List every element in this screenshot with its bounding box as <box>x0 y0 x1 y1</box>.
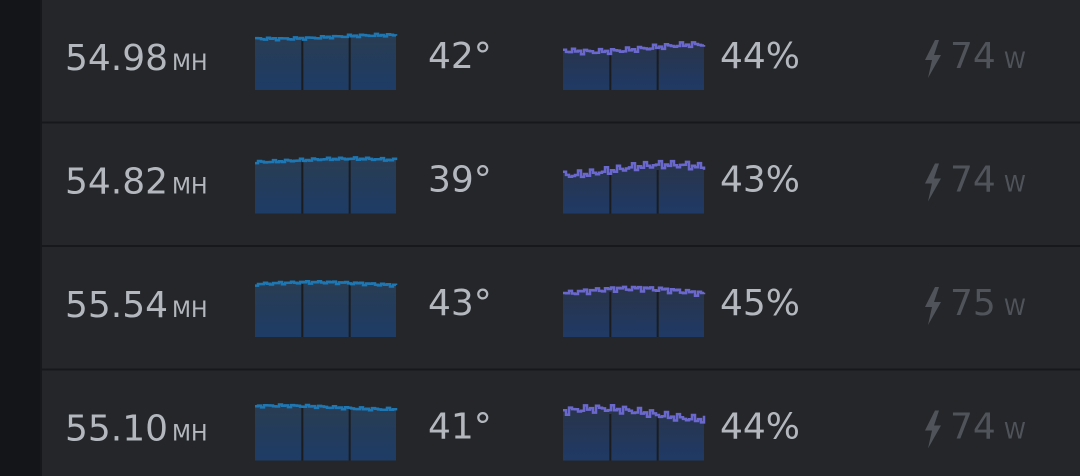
hashrate-unit: MH <box>172 51 208 76</box>
hashrate: 54.82 <box>65 162 168 203</box>
miner-row: 54.82 MH 39° 43% 74 W <box>42 123 1080 245</box>
power: 75 <box>950 283 996 324</box>
sparkline-line <box>563 159 706 179</box>
power-unit: W <box>1004 173 1026 198</box>
temperature: 43° <box>428 283 492 324</box>
power: 74 <box>950 160 996 201</box>
row-background <box>42 247 1080 369</box>
sparkline-area <box>255 157 396 214</box>
hashrate: 55.54 <box>65 285 168 326</box>
sparkline-line <box>563 41 706 56</box>
sparkline-area <box>255 281 396 337</box>
power: 74 <box>950 407 996 448</box>
fan-speed: 43% <box>720 160 800 201</box>
sparkline-line <box>255 32 398 42</box>
miner-row: 54.98 MH 42° 44% 74 W <box>42 0 1080 122</box>
power-unit: W <box>1004 296 1026 321</box>
power-icon <box>925 410 941 449</box>
sparkline-line <box>255 403 398 412</box>
row-background <box>42 0 1080 122</box>
power-icon <box>925 40 941 78</box>
temperature: 42° <box>428 36 492 77</box>
hashrate-unit: MH <box>172 422 208 447</box>
fan-speed: 44% <box>720 36 800 77</box>
row-background <box>42 370 1080 476</box>
sparkline-line <box>563 404 706 424</box>
sparkline-area <box>255 33 396 90</box>
sparkline-line <box>563 285 706 298</box>
hashrate: 55.10 <box>65 409 168 450</box>
power-unit: W <box>1004 420 1026 445</box>
sparkline-area <box>563 161 704 214</box>
hashrate-unit: MH <box>172 175 208 200</box>
sparkline-area <box>563 42 704 90</box>
fan-speed: 45% <box>720 283 800 324</box>
sparkline-area <box>563 286 704 337</box>
sidebar <box>0 0 40 476</box>
sparkline-line <box>255 156 398 165</box>
power-unit: W <box>1004 49 1026 74</box>
power: 74 <box>950 36 996 77</box>
fan-speed: 44% <box>720 407 800 448</box>
power-icon <box>925 163 941 202</box>
miner-row: 55.54 MH 43° 45% 75 W <box>42 247 1080 369</box>
sparkline-area <box>255 404 396 461</box>
power-icon <box>925 287 941 325</box>
sparkline-line <box>255 280 398 288</box>
temperature: 39° <box>428 160 492 201</box>
temperature: 41° <box>428 407 492 448</box>
row-background <box>42 123 1080 245</box>
miner-row: 55.10 MH 41° 44% 74 W <box>42 370 1080 476</box>
hashrate: 54.98 <box>65 38 168 79</box>
hashrate-unit: MH <box>172 298 208 323</box>
